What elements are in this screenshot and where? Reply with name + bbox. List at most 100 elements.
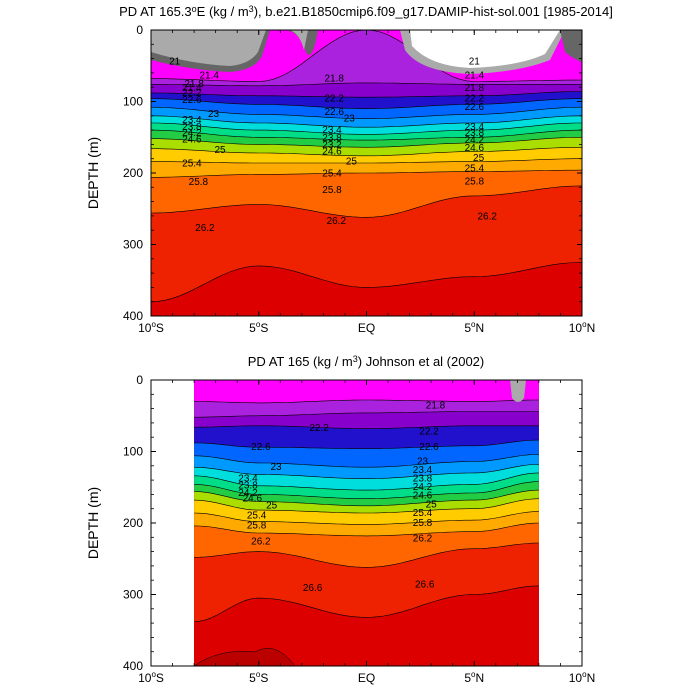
contour-label: 23.8 bbox=[465, 128, 485, 139]
density-band bbox=[194, 490, 539, 513]
contour-label: 22.6 bbox=[419, 442, 439, 453]
y-axis-label: DEPTH (m) bbox=[85, 137, 101, 209]
chart-panel-observed: PD AT 165 (kg / m3) Johnson et al (2002)… bbox=[85, 354, 595, 685]
density-band bbox=[151, 98, 582, 119]
density-band bbox=[194, 425, 539, 449]
density-band bbox=[194, 454, 539, 479]
contour-label: 25.8 bbox=[189, 177, 209, 188]
density-band bbox=[151, 158, 582, 178]
contour-label: 25.8 bbox=[322, 185, 342, 196]
contour-label: 21 bbox=[169, 56, 181, 67]
density-band bbox=[194, 472, 539, 499]
contour-label: 23.8 bbox=[322, 133, 342, 144]
contour-label: 23 bbox=[344, 114, 356, 125]
isopycnal-line bbox=[194, 489, 539, 507]
y-tick-label: 400 bbox=[123, 659, 143, 673]
isopycnal-line bbox=[194, 522, 539, 537]
contour-label: 25 bbox=[473, 153, 485, 164]
isopycnal-line bbox=[194, 542, 539, 568]
isopycnal-line bbox=[151, 106, 582, 120]
contour-label: 25 bbox=[214, 145, 226, 156]
land-shape bbox=[285, 30, 318, 55]
contour-label: 22.6 bbox=[324, 107, 344, 118]
contour-label: 23.4 bbox=[322, 125, 342, 136]
isopycnal-line bbox=[151, 169, 582, 178]
isopycnal-line bbox=[151, 115, 582, 128]
plot-area: 2121.421.821.422.222.62323.423.824.224.6… bbox=[151, 30, 582, 316]
isopycnal-line bbox=[151, 30, 582, 82]
x-tick-label: EQ bbox=[358, 321, 375, 335]
isopycnal-line bbox=[151, 185, 582, 218]
y-tick-label: 400 bbox=[123, 309, 143, 323]
isopycnal-line bbox=[194, 481, 539, 499]
contour-label: 25.4 bbox=[413, 508, 433, 519]
y-tick-label: 100 bbox=[123, 95, 143, 109]
isopycnal-lines bbox=[194, 399, 539, 622]
land-shape bbox=[410, 30, 560, 68]
isopycnal-line bbox=[194, 498, 539, 514]
chart-panel-model: PD AT 165.3oE (kg / m3), b.e21.B1850cmip… bbox=[85, 4, 613, 335]
contour-label: 24.2 bbox=[465, 135, 485, 146]
density-band bbox=[194, 440, 539, 468]
y-tick-label: 300 bbox=[123, 238, 143, 252]
density-band bbox=[151, 82, 582, 98]
contour-label: 25.4 bbox=[322, 169, 342, 180]
x-tick-label: 5oN bbox=[464, 670, 484, 685]
isopycnal-line bbox=[194, 454, 539, 468]
density-band bbox=[194, 523, 539, 568]
density-band bbox=[194, 380, 539, 403]
contour-label: 26.2 bbox=[327, 216, 347, 227]
contour-label: 21.8 bbox=[465, 83, 485, 94]
density-band bbox=[194, 400, 539, 418]
y-tick-label: 0 bbox=[136, 373, 143, 387]
x-axis: 10oS 5oS EQ 5oN 10oN bbox=[138, 30, 595, 335]
x-tick-label: 10oS bbox=[138, 670, 164, 685]
isopycnal-line bbox=[194, 411, 539, 418]
contour-label: 23.4 bbox=[238, 474, 258, 485]
isopycnal-line bbox=[151, 129, 582, 141]
contour-labels: 2121.421.821.422.222.62323.423.824.224.6… bbox=[169, 56, 497, 234]
x-tick-label: 5oS bbox=[249, 670, 268, 685]
isopycnal-lines bbox=[151, 30, 582, 302]
contour-label: 21 bbox=[469, 56, 481, 67]
contour-label: 25.4 bbox=[247, 511, 267, 522]
land-shape bbox=[560, 30, 582, 62]
density-band bbox=[194, 481, 539, 506]
x-tick-label: 10oN bbox=[569, 670, 595, 685]
contour-label: 23.4 bbox=[182, 115, 202, 126]
contour-label: 22.2 bbox=[324, 94, 344, 105]
contour-label: 26.6 bbox=[415, 579, 435, 590]
contour-label: 21.4 bbox=[199, 71, 219, 82]
deep-water-patch bbox=[193, 648, 296, 666]
contour-label: 23 bbox=[417, 456, 429, 467]
density-bands bbox=[151, 30, 582, 316]
contour-label: 25 bbox=[266, 501, 278, 512]
contour-label: 22.2 bbox=[419, 426, 439, 437]
density-band bbox=[194, 585, 539, 666]
contour-label: 22.6 bbox=[465, 102, 485, 113]
land-shape bbox=[290, 30, 308, 50]
density-bands bbox=[194, 380, 539, 666]
isopycnal-line bbox=[194, 425, 539, 429]
x-axis: 10oS 5oS EQ 5oN 10oN bbox=[138, 380, 595, 685]
contour-label: 22.2 bbox=[182, 88, 202, 99]
density-band bbox=[194, 498, 539, 525]
density-band bbox=[151, 147, 582, 163]
contour-label: 21.8 bbox=[324, 74, 344, 85]
land-shape bbox=[151, 30, 266, 66]
isopycnal-line bbox=[151, 158, 582, 164]
x-tick-label: 10oS bbox=[138, 320, 164, 335]
contour-label: 22.6 bbox=[182, 95, 202, 106]
y-axis: 0 100 200 300 400 bbox=[123, 373, 582, 673]
density-band bbox=[151, 137, 582, 156]
contour-label: 26.2 bbox=[195, 223, 215, 234]
contour-label: 24.6 bbox=[413, 491, 433, 502]
isopycnal-line bbox=[194, 399, 539, 404]
density-band bbox=[151, 170, 582, 218]
density-band bbox=[151, 107, 582, 128]
chart-title: PD AT 165 (kg / m3) Johnson et al (2002) bbox=[248, 354, 485, 369]
y-tick-label: 200 bbox=[123, 166, 143, 180]
isopycnal-line bbox=[194, 439, 539, 449]
contour-label: 24.6 bbox=[465, 143, 485, 154]
